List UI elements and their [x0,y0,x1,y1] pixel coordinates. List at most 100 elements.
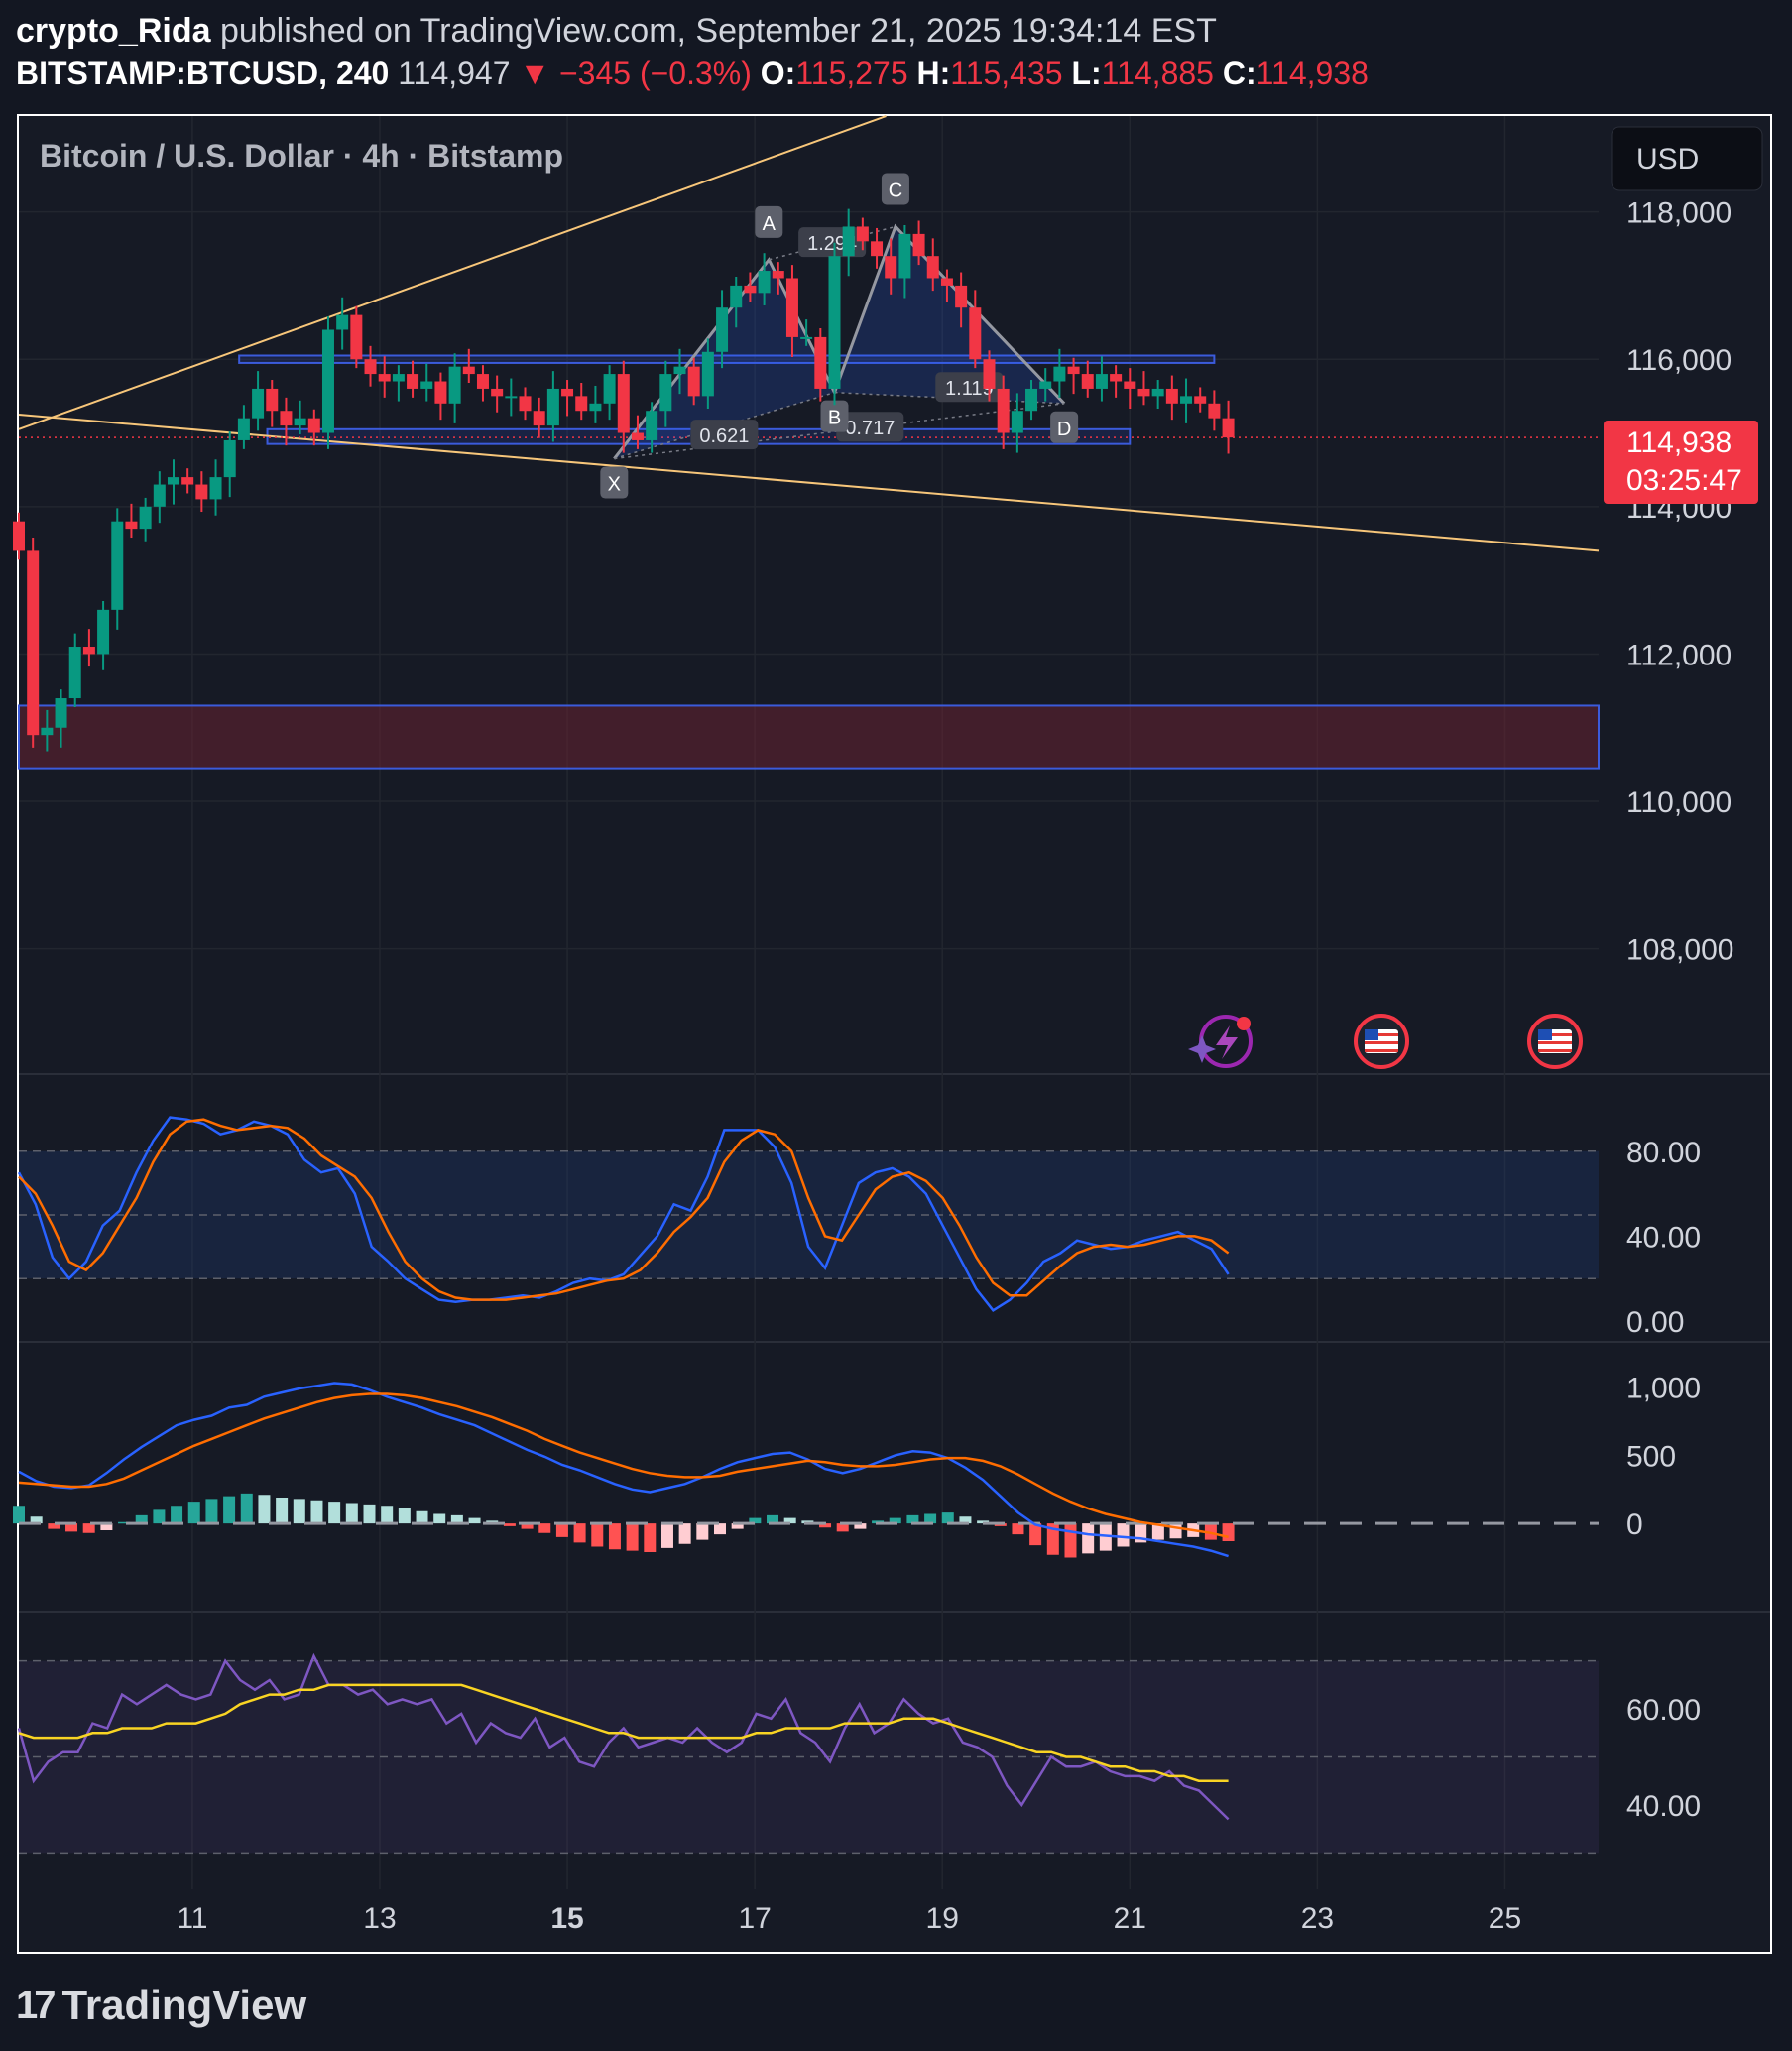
candle-body [1039,381,1052,389]
macd-hist-bar [696,1523,709,1540]
candle-body [983,359,996,389]
pattern-point-label: X [608,474,621,496]
price-change: ▼ −345 (−0.3%) [519,56,752,91]
rsi-band [19,1660,1599,1854]
open-label: O: [760,56,796,91]
candle-body [659,374,672,412]
macd-hist-bar [13,1506,25,1524]
candle-body [603,374,616,404]
candle-body [1180,396,1193,404]
macd-hist-bar [433,1513,446,1524]
y-tick-label: 108,000 [1626,934,1733,967]
pattern-point-label: B [828,408,841,429]
candles [13,208,1235,752]
candle-body [1222,418,1235,438]
macd-line [18,1382,1229,1558]
candle-body [448,366,461,404]
x-tick-label: 25 [1489,1902,1521,1935]
rsi-pane [17,1652,1599,1855]
candle-body [1124,381,1136,389]
spark-dot [1237,1017,1251,1030]
candle-body [1081,374,1094,389]
macd-hist-bar [767,1514,779,1524]
candle-body [1025,388,1038,412]
pattern-ratio-box [836,412,904,442]
rsi-line [17,1652,1230,1821]
stoch-y-tick: 0.00 [1626,1306,1684,1339]
candle-body [940,278,953,286]
macd-y-tick: 1,000 [1626,1373,1701,1405]
candle-body [462,366,475,375]
candle-body [617,374,630,433]
rsi-y-tick: 40.00 [1626,1790,1701,1823]
stoch-y-tick: 40.00 [1626,1221,1701,1254]
candle-body [1095,374,1108,389]
close-value: 114,938 [1255,56,1369,91]
stoch-band [19,1150,1599,1279]
macd-hist-bar [450,1514,463,1524]
us-event-flag-icon[interactable] [1527,1014,1583,1069]
last-price: 114,947 [398,56,511,91]
stoch-y-tick: 80.00 [1626,1137,1701,1169]
candle-body [785,278,798,337]
macd-hist-bar [223,1496,236,1524]
macd-hist-bar [538,1523,551,1533]
ai-spark-icon[interactable] [1188,1015,1253,1068]
axes: 11 13 15 17 19 21 23 25118,000116,000114,000112… [177,197,1733,1935]
candle-body [969,307,982,360]
y-tick-label: 112,000 [1626,639,1732,671]
macd-hist-bar [854,1523,867,1529]
candle-body [646,411,658,440]
macd-hist-bar [276,1498,289,1524]
pattern-point-label: D [1057,419,1071,440]
x-tick-label: 19 [926,1902,959,1935]
candle-body [546,388,559,426]
candle-body [1151,388,1164,397]
candle-body [1053,366,1066,382]
macd-hist-bar [1029,1523,1042,1546]
currency-button[interactable]: USD [1611,126,1763,191]
macd-hist-bar [713,1523,726,1535]
macd-hist-bar [1012,1523,1024,1535]
author-name[interactable]: crypto_Rida [16,12,211,50]
candle-body [294,418,306,426]
macd-hist-bar [503,1523,516,1526]
y-tick-label: 118,000 [1626,197,1732,230]
candle-body [237,418,250,440]
macd-hist-bar [836,1523,849,1532]
price-zone [238,354,1216,364]
grid-lines [19,116,1770,1889]
candle-body [533,411,545,426]
us-event-flag-icon[interactable] [1354,1014,1409,1069]
x-tick-label: 21 [1114,1902,1146,1935]
macd-hist-bar [555,1523,568,1537]
pattern-point-badge [820,400,849,432]
candle-body [491,388,504,397]
low-value: 114,885 [1101,56,1214,91]
candle-body [1110,374,1123,382]
macd-hist-bar [100,1523,113,1530]
candle-body [195,484,208,500]
pattern-ratio-label: 0.621 [699,425,749,447]
macd-hist-bar [240,1493,253,1524]
macd-hist-bar [608,1523,621,1550]
pattern-point-label: A [763,213,777,235]
candle-body [181,477,194,485]
candle-body [687,366,700,397]
trendline [18,115,887,430]
tradingview-brand[interactable]: 17 TradingView [16,1982,306,2029]
candle-body [1165,388,1178,404]
candle-body [392,374,405,382]
candle-body [434,381,447,404]
candle-body [701,351,714,397]
candle-body [167,477,179,485]
candle-body [336,314,349,330]
macd-hist-bar [468,1517,481,1524]
candle-body [1067,366,1080,375]
spark-bolt [1216,1026,1238,1059]
candle-body [68,647,81,699]
candle-body [730,285,743,308]
macd-hist-bar [1151,1523,1164,1540]
x-tick-label: 11 [177,1902,207,1935]
